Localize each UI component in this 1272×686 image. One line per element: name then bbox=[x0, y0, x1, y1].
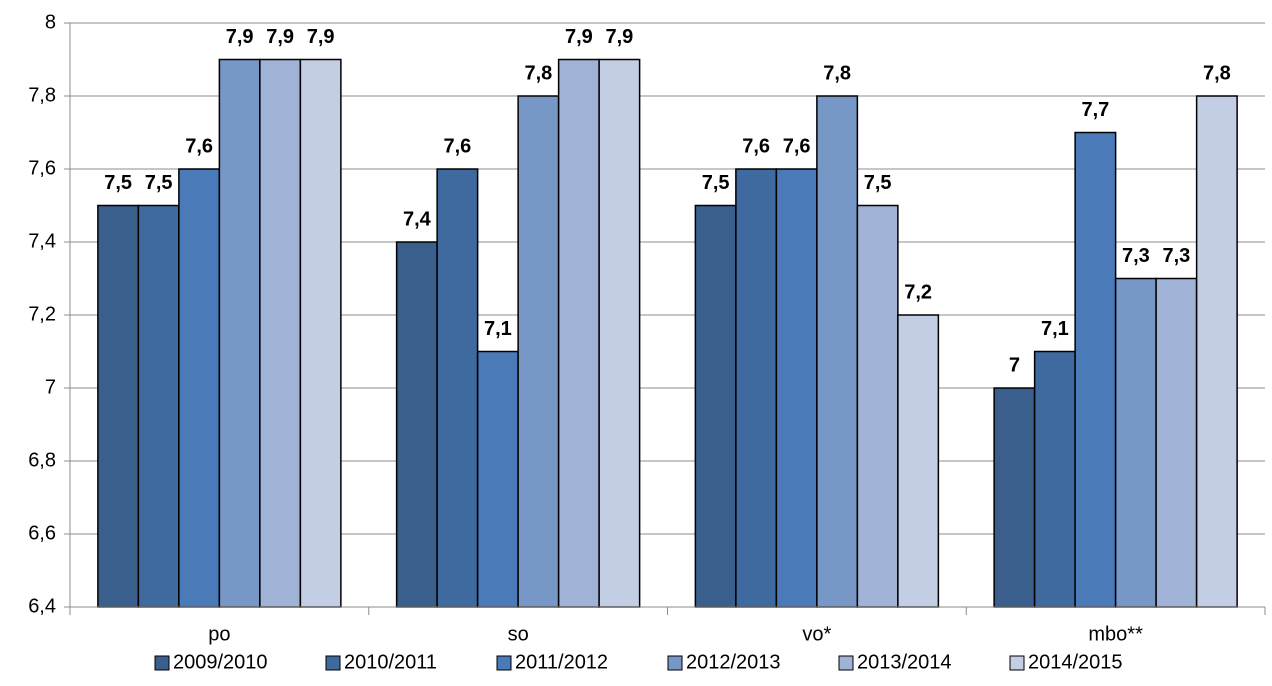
y-tick-label: 6,6 bbox=[28, 522, 56, 544]
value-label: 7,5 bbox=[864, 172, 892, 194]
bar bbox=[299, 58, 342, 608]
value-label: 7,6 bbox=[742, 135, 770, 157]
value-label: 7,3 bbox=[1122, 245, 1150, 267]
value-label: 7,3 bbox=[1162, 245, 1190, 267]
bar bbox=[1033, 350, 1076, 608]
legend-swatch bbox=[1009, 655, 1025, 671]
y-tick-label: 6,8 bbox=[28, 449, 56, 471]
bar bbox=[735, 168, 778, 608]
bar bbox=[1114, 277, 1157, 608]
bar bbox=[1074, 131, 1117, 608]
legend-label: 2011/2012 bbox=[515, 651, 608, 673]
value-label: 7,8 bbox=[1203, 62, 1231, 84]
legend-swatch bbox=[154, 655, 170, 671]
legend-label: 2012/2013 bbox=[686, 651, 781, 673]
legend-swatch bbox=[838, 655, 854, 671]
bar bbox=[137, 204, 180, 608]
bar bbox=[1155, 277, 1198, 608]
value-label: 7,5 bbox=[145, 172, 173, 194]
value-label: 7,6 bbox=[185, 135, 213, 157]
value-label: 7,9 bbox=[226, 26, 254, 48]
legend-label: 2010/2011 bbox=[344, 651, 437, 673]
bar bbox=[259, 58, 302, 608]
bar bbox=[436, 168, 479, 608]
x-tick-label: vo* bbox=[802, 623, 831, 645]
bar bbox=[856, 204, 899, 608]
bar bbox=[395, 241, 438, 608]
value-label: 7,4 bbox=[403, 208, 432, 230]
value-label: 7,6 bbox=[443, 135, 471, 157]
legend-label: 2009/2010 bbox=[173, 651, 268, 673]
legend-swatch bbox=[325, 655, 341, 671]
y-tick-label: 7,8 bbox=[28, 84, 56, 106]
value-label: 7,8 bbox=[823, 62, 851, 84]
x-tick-label: mbo** bbox=[1088, 623, 1143, 645]
y-tick-label: 7,2 bbox=[28, 303, 56, 325]
bar bbox=[775, 168, 818, 608]
legend-label: 2014/2015 bbox=[1028, 651, 1123, 673]
value-label: 7,5 bbox=[702, 172, 730, 194]
value-label: 7,9 bbox=[307, 26, 335, 48]
y-tick-label: 8 bbox=[45, 11, 56, 33]
bar bbox=[816, 95, 859, 608]
bar bbox=[1195, 95, 1238, 608]
legend-label: 2013/2014 bbox=[857, 651, 952, 673]
y-tick-label: 7,6 bbox=[28, 157, 56, 179]
legend-swatch bbox=[496, 655, 512, 671]
value-label: 7,1 bbox=[484, 318, 512, 340]
bar bbox=[557, 58, 600, 608]
y-tick-label: 7,4 bbox=[28, 230, 56, 252]
value-label: 7,5 bbox=[104, 172, 132, 194]
value-label: 7,9 bbox=[266, 26, 294, 48]
bar bbox=[517, 95, 560, 608]
bar bbox=[476, 350, 519, 608]
y-tick-label: 7 bbox=[45, 376, 56, 398]
value-label: 7,6 bbox=[783, 135, 811, 157]
value-label: 7 bbox=[1009, 354, 1020, 376]
value-label: 7,8 bbox=[524, 62, 552, 84]
value-label: 7,9 bbox=[605, 26, 633, 48]
y-tick-label: 6,4 bbox=[28, 595, 56, 617]
value-label: 7,7 bbox=[1081, 99, 1109, 121]
bar bbox=[694, 204, 737, 608]
bar bbox=[897, 314, 940, 608]
value-label: 7,1 bbox=[1041, 318, 1069, 340]
bar bbox=[97, 204, 140, 608]
bar bbox=[218, 58, 261, 608]
x-tick-label: po bbox=[208, 623, 230, 645]
x-tick-label: so bbox=[508, 623, 529, 645]
bar bbox=[598, 58, 641, 608]
legend-swatch bbox=[667, 655, 683, 671]
bar bbox=[993, 387, 1036, 608]
value-label: 7,2 bbox=[904, 281, 932, 303]
value-label: 7,9 bbox=[565, 26, 593, 48]
bar bbox=[178, 168, 221, 608]
